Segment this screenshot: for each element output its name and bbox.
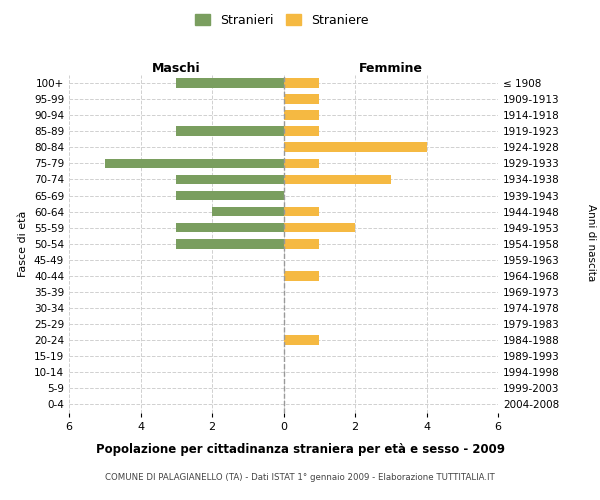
Bar bbox=[176, 78, 284, 88]
Bar bbox=[176, 174, 284, 184]
Bar bbox=[284, 271, 319, 280]
Bar bbox=[176, 239, 284, 248]
Legend: Stranieri, Straniere: Stranieri, Straniere bbox=[190, 8, 374, 32]
Y-axis label: Fasce di età: Fasce di età bbox=[19, 210, 28, 277]
Bar bbox=[212, 207, 284, 216]
Bar bbox=[284, 94, 319, 104]
Text: Anni di nascita: Anni di nascita bbox=[586, 204, 596, 281]
Bar bbox=[284, 336, 319, 345]
Bar bbox=[284, 158, 319, 168]
Bar bbox=[284, 174, 391, 184]
Text: Femmine: Femmine bbox=[359, 62, 423, 75]
Bar bbox=[105, 158, 284, 168]
Bar bbox=[176, 223, 284, 232]
Bar bbox=[284, 110, 319, 120]
Bar bbox=[284, 207, 319, 216]
Bar bbox=[284, 142, 427, 152]
Bar bbox=[284, 126, 319, 136]
Bar bbox=[176, 190, 284, 200]
Bar bbox=[284, 78, 319, 88]
Text: COMUNE DI PALAGIANELLO (TA) - Dati ISTAT 1° gennaio 2009 - Elaborazione TUTTITAL: COMUNE DI PALAGIANELLO (TA) - Dati ISTAT… bbox=[105, 472, 495, 482]
Bar bbox=[176, 126, 284, 136]
Text: Popolazione per cittadinanza straniera per età e sesso - 2009: Popolazione per cittadinanza straniera p… bbox=[95, 442, 505, 456]
Text: Maschi: Maschi bbox=[152, 62, 200, 75]
Bar bbox=[284, 239, 319, 248]
Bar bbox=[284, 223, 355, 232]
